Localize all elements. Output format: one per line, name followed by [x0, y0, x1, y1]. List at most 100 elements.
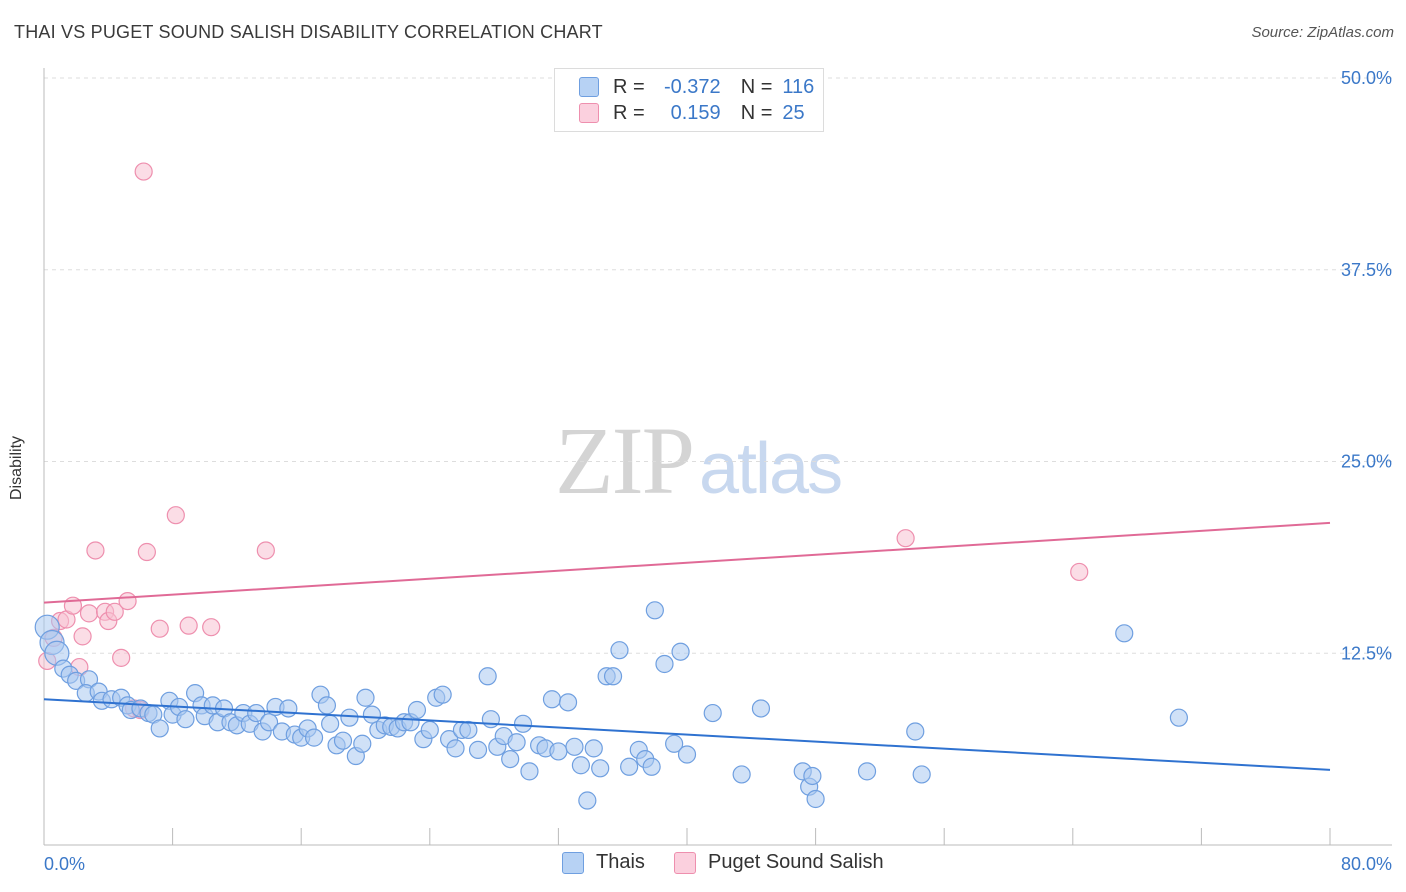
salish-point: [896, 529, 915, 548]
thais-point: [362, 705, 382, 724]
thais-point: [481, 710, 500, 729]
thais-point: [558, 693, 578, 712]
thais-point: [520, 762, 539, 781]
thais-point: [259, 713, 279, 732]
thais-points: [34, 601, 1188, 810]
thais-point: [420, 720, 439, 740]
salish-points: [38, 162, 1089, 720]
thais-trend-line: [43, 698, 1331, 771]
legend-r-key: R =: [613, 101, 645, 124]
thais-point: [603, 667, 623, 686]
y-tick-label: 12.5%: [1341, 643, 1392, 663]
watermark-zip: ZIP: [555, 407, 695, 514]
thais-point: [645, 601, 664, 620]
salish-point: [86, 541, 105, 560]
source-label: Source: ZipAtlas.com: [1251, 24, 1394, 41]
thais-point: [459, 720, 478, 740]
x-tick-label-max: 80.0%: [1341, 854, 1392, 874]
thais-point: [803, 766, 822, 786]
thais-point: [620, 757, 639, 776]
legend-n-value: 116: [782, 75, 815, 98]
salish-point: [79, 604, 99, 623]
thais-point: [304, 728, 324, 747]
legend-row-salish: R = 0.159 N = 25: [579, 100, 805, 126]
bottom-legend-label-thais: Thais: [596, 851, 645, 873]
salish-point: [137, 542, 156, 562]
thais-point: [176, 710, 195, 729]
salish-point: [134, 162, 153, 181]
thais-point: [321, 714, 340, 733]
legend-swatch-thais: [579, 77, 599, 97]
thais-point: [703, 703, 722, 723]
thais-point: [340, 708, 359, 727]
salish-point: [256, 541, 275, 560]
thais-point: [353, 734, 372, 753]
legend-n-key: N =: [740, 75, 773, 98]
thais-point: [671, 642, 690, 661]
tick-labels: 12.5% 25.0% 37.5% 50.0% 0.0% 80.0%: [44, 68, 1392, 874]
thais-point: [591, 759, 610, 778]
thais-point: [642, 757, 661, 776]
thais-point: [677, 745, 697, 764]
chart-title: THAI VS PUGET SOUND SALISH DISABILITY CO…: [14, 22, 603, 42]
bottom-legend-salish: Puget Sound Salish: [674, 851, 884, 874]
thais-point: [806, 789, 825, 809]
salish-point: [150, 619, 169, 638]
legend-row-thais: R = -0.372 N = 116: [579, 74, 814, 100]
thais-point: [542, 690, 562, 709]
thais-point: [433, 685, 452, 704]
thais-point: [1115, 624, 1134, 643]
thais-point: [655, 654, 674, 674]
thais-point: [906, 722, 925, 741]
salish-point: [179, 616, 198, 635]
legend-r-key: R =: [613, 75, 645, 98]
y-tick-label: 25.0%: [1341, 452, 1392, 472]
salish-point: [73, 627, 92, 646]
thais-point: [279, 699, 298, 718]
thais-point: [751, 699, 771, 718]
thais-point: [584, 739, 603, 758]
salish-point: [1070, 562, 1089, 582]
y-tick-label: 37.5%: [1341, 260, 1392, 280]
thais-point: [610, 641, 629, 660]
thais-point: [732, 765, 751, 784]
thais-point: [407, 700, 427, 720]
thais-point: [1169, 708, 1188, 727]
correlation-legend: R = -0.372 N = 116 R = 0.159 N = 25: [554, 68, 824, 132]
legend-r-value: -0.372: [663, 75, 721, 98]
legend-r-value: 0.159: [670, 101, 721, 124]
watermark: ZIPatlas: [555, 405, 843, 516]
thais-point: [468, 740, 488, 759]
legend-swatch-salish: [579, 103, 599, 123]
legend-n-value: 25: [782, 101, 805, 124]
salish-trend-line: [43, 521, 1331, 604]
axes: [43, 68, 1392, 846]
thais-point: [446, 739, 465, 758]
thais-point: [247, 703, 266, 723]
thais-point: [501, 749, 520, 769]
legend-n-key: N =: [740, 101, 773, 124]
y-tick-label: 50.0%: [1341, 68, 1392, 88]
salish-point: [105, 602, 124, 621]
bottom-legend-label-salish: Puget Sound Salish: [708, 851, 884, 873]
trend-lines: [43, 521, 1331, 771]
watermark-atlas: atlas: [699, 429, 843, 509]
salish-point: [166, 506, 185, 525]
thais-point: [333, 731, 353, 750]
thais-point: [507, 733, 526, 752]
thais-point: [150, 719, 169, 738]
thais-point: [317, 696, 337, 715]
bottom-legend-swatch-salish: [674, 851, 696, 874]
thais-point: [571, 756, 591, 775]
thais-point: [665, 734, 684, 753]
bottom-legend-thais: Thais: [562, 851, 645, 874]
bottom-legend-swatch-thais: [562, 851, 584, 874]
thais-point: [356, 688, 375, 707]
x-tick-label-min: 0.0%: [44, 854, 85, 874]
thais-point: [549, 742, 568, 761]
salish-point: [112, 648, 131, 667]
thais-point: [478, 667, 497, 686]
thais-point: [565, 737, 584, 756]
thais-point: [857, 762, 877, 781]
